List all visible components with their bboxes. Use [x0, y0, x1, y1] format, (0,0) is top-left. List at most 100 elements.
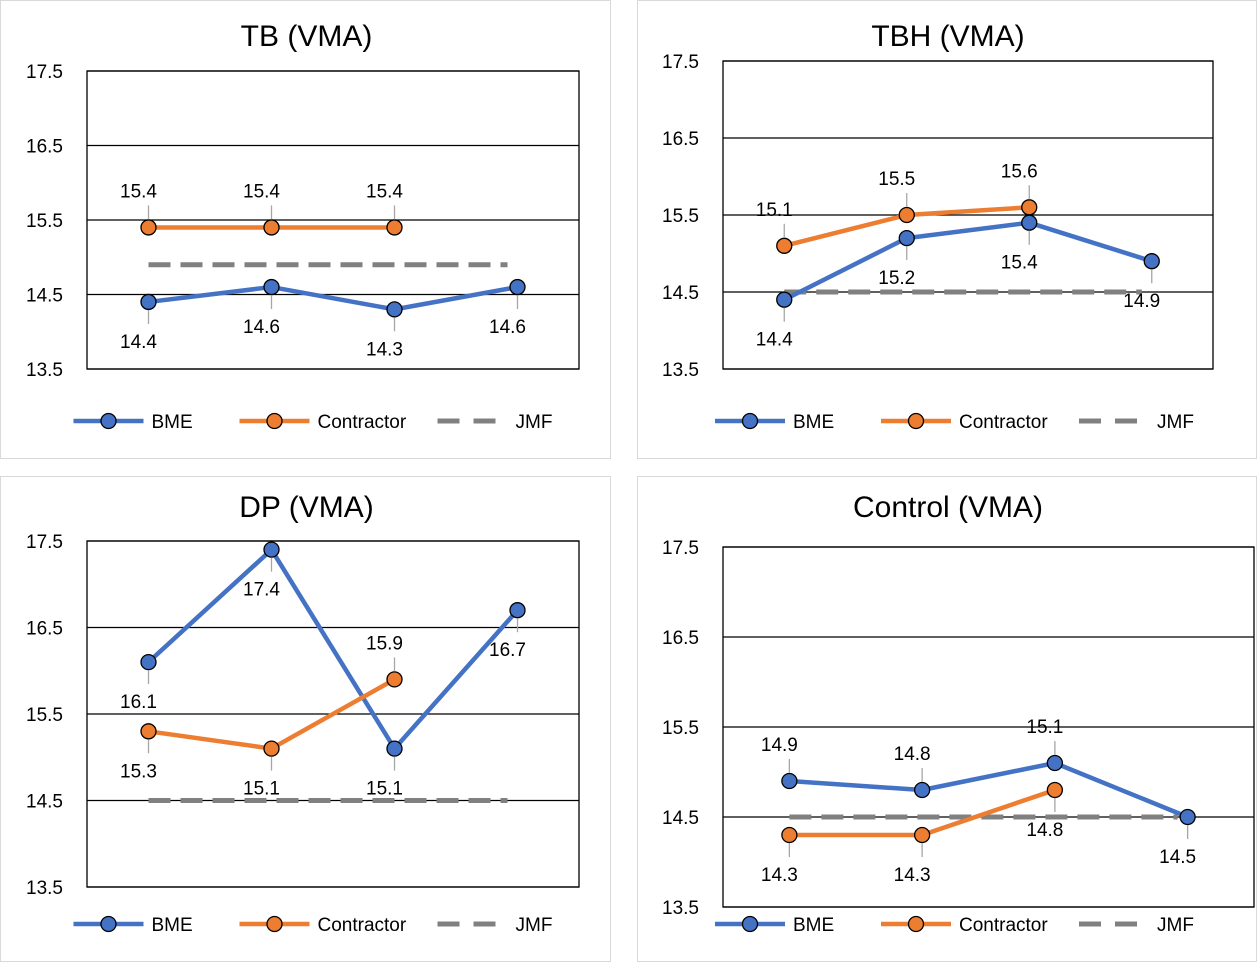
data-label: 14.6 [489, 317, 526, 338]
bme-point [776, 291, 793, 308]
y-tick-label: 15.5 [662, 718, 699, 739]
bme-point [263, 541, 280, 558]
data-label: 15.1 [756, 200, 793, 221]
data-label: 15.5 [878, 169, 915, 190]
legend-label: JMF [516, 915, 553, 936]
plot-area [86, 540, 580, 888]
data-label: 15.9 [366, 633, 403, 654]
y-tick-label: 14.5 [662, 283, 699, 304]
legend-item-contractor: Contractor [881, 915, 1048, 936]
y-tick-label: 13.5 [26, 360, 63, 381]
legend-marker-contractor [907, 412, 925, 430]
y-tick-label: 16.5 [26, 137, 63, 158]
plot-area [722, 60, 1214, 370]
legend-item-contractor: Contractor [239, 412, 407, 433]
y-tick-label: 16.5 [662, 628, 699, 649]
y-tick-label: 17.5 [662, 538, 699, 559]
data-label: 15.4 [1001, 253, 1038, 274]
bme-point [386, 301, 403, 318]
legend-label: BME [152, 915, 193, 936]
legend-item-jmf: JMF [437, 915, 553, 936]
data-label: 15.4 [243, 181, 280, 202]
data-label: 16.7 [489, 640, 526, 661]
bme-point [140, 293, 157, 311]
chart-title: TBH (VMA) [871, 20, 1024, 53]
data-label: 14.3 [894, 865, 931, 886]
bme-point [1046, 754, 1064, 772]
y-tick-label: 16.5 [662, 129, 699, 150]
data-label: 14.4 [120, 332, 157, 353]
y-tick-label: 17.5 [26, 532, 63, 553]
legend-label: Contractor [318, 412, 407, 433]
bme-point [898, 229, 915, 247]
legend-label: Contractor [959, 412, 1048, 433]
legend-marker-contractor [266, 412, 283, 430]
legend-label: BME [793, 915, 834, 936]
chart-svg: TB (VMA) 17.5 16.5 15.5 14.5 13.5 14.4 14.6 14.3… [26, 20, 580, 433]
data-label: 14.8 [1026, 820, 1063, 841]
legend-label: JMF [1157, 915, 1194, 936]
bme-line [146, 547, 520, 751]
data-label: 15.1 [1026, 717, 1063, 738]
bme-point [1143, 253, 1160, 270]
legend-label: BME [152, 412, 193, 433]
data-label: 14.5 [1159, 847, 1196, 868]
y-tick-label: 17.5 [662, 52, 699, 73]
bme-point [1179, 808, 1196, 826]
data-label: 15.4 [120, 181, 157, 202]
chart-panel-control: Control (VMA) 17.5 16.5 15.5 14.5 13.5 14.9 14.… [637, 476, 1257, 962]
legend-label: JMF [1157, 412, 1194, 433]
bme-line [789, 760, 1189, 820]
y-tick-label: 13.5 [662, 898, 699, 919]
y-tick-label: 16.5 [26, 619, 63, 640]
legend-marker-contractor [907, 915, 925, 933]
data-label: 14.9 [1123, 291, 1160, 312]
contractor-point [776, 237, 793, 254]
contractor-point [386, 671, 403, 688]
chart-svg: TBH (VMA) 17.5 16.5 15.5 14.5 13.5 14.4 15.2 15.… [662, 20, 1214, 433]
bme-point [509, 278, 526, 296]
bme-point [509, 602, 526, 619]
data-label: 14.9 [761, 735, 798, 756]
chart-panel-tb: TB (VMA) 17.5 16.5 15.5 14.5 13.5 14.4 14.6 14.3… [0, 0, 611, 459]
chart-panel-tbh: TBH (VMA) 17.5 16.5 15.5 14.5 13.5 14.4 15.2 15.… [637, 0, 1257, 459]
legend-marker-bme [741, 915, 759, 933]
data-label: 15.3 [120, 761, 157, 782]
legend-item-jmf: JMF [437, 412, 552, 433]
data-label: 15.2 [878, 268, 915, 289]
y-tick-label: 14.5 [662, 808, 699, 829]
legend-marker-contractor [266, 915, 283, 933]
data-label: 15.4 [366, 181, 403, 202]
data-label: 15.1 [243, 779, 280, 800]
y-tick-label: 15.5 [662, 206, 699, 227]
legend-item-bme: BME [73, 915, 193, 936]
chart-svg: DP (VMA) 17.5 16.5 15.5 14.5 13.5 16.1 17.4 15.1… [26, 491, 580, 936]
legend-label: Contractor [959, 915, 1048, 936]
bme-point [140, 653, 157, 671]
bme-line [783, 220, 1153, 302]
data-label: 16.1 [120, 692, 157, 713]
contractor-point [913, 826, 931, 844]
data-label: 14.3 [761, 865, 798, 886]
bme-point [913, 781, 931, 799]
legend-label: Contractor [318, 915, 407, 936]
bme-point [386, 740, 403, 757]
y-tick-label: 14.5 [26, 286, 63, 307]
chart-title: Control (VMA) [853, 491, 1043, 524]
contractor-point [386, 219, 403, 236]
bme-point [1021, 214, 1038, 231]
data-label: 17.4 [243, 580, 280, 601]
bme-point [781, 772, 798, 790]
y-tick-label: 13.5 [662, 360, 699, 381]
contractor-point [263, 219, 280, 236]
chart-title: TB (VMA) [241, 20, 373, 53]
plot-area [722, 546, 1255, 908]
data-label: 15.6 [1001, 161, 1038, 182]
contractor-point [1046, 781, 1064, 799]
data-label: 14.6 [243, 317, 280, 338]
legend-item-jmf: JMF [1079, 915, 1194, 936]
contractor-point [140, 723, 157, 740]
legend-item-contractor: Contractor [239, 915, 407, 936]
legend-label: BME [793, 412, 834, 433]
contractor-point [263, 740, 280, 757]
